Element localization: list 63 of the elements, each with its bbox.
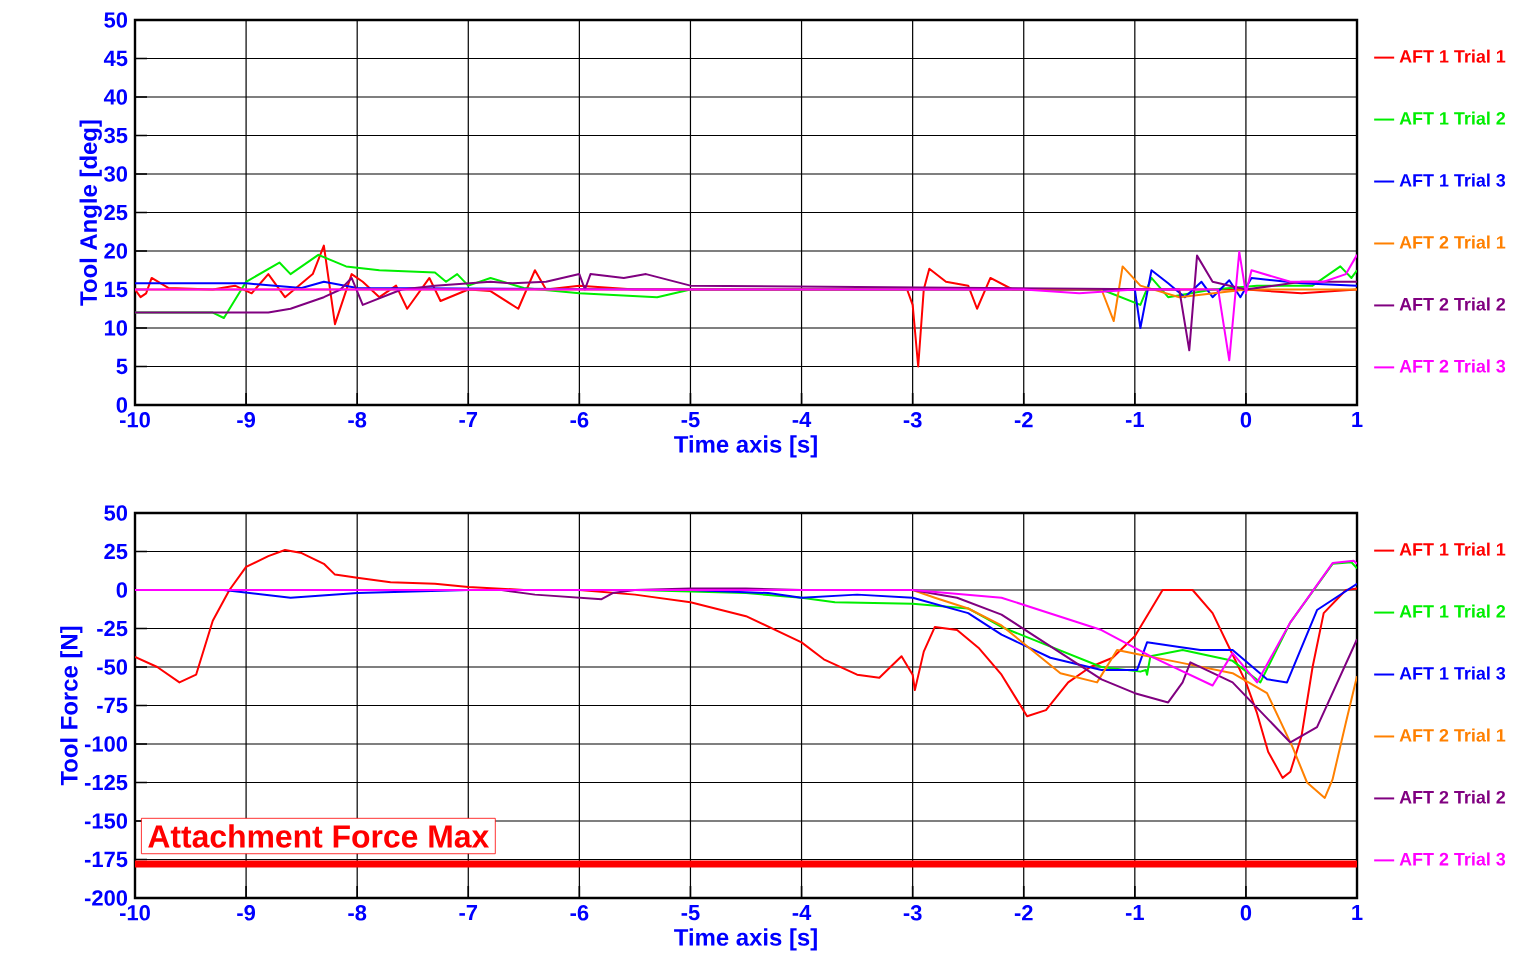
y-tick-label: -175 <box>84 851 128 868</box>
x-tick-label: -9 <box>237 905 256 921</box>
y-tick-label: 15 <box>104 281 128 298</box>
x-tick-label: -8 <box>348 905 367 921</box>
x-tick-label: -1 <box>1125 905 1144 921</box>
legend-label: AFT 2 Trial 3 <box>1399 359 1506 373</box>
x-tick-label: 0 <box>1240 412 1252 428</box>
x-tick-label: -4 <box>792 905 812 921</box>
y-tick-label: -50 <box>97 659 128 675</box>
x-tick-label: -9 <box>237 412 256 428</box>
x-tick-label: -10 <box>120 905 150 921</box>
x-tick-label: -7 <box>459 905 478 921</box>
legend-label: AFT 1 Trial 1 <box>1399 542 1506 556</box>
legend-label: AFT 2 Trial 1 <box>1399 728 1506 742</box>
y-tick-label: 5 <box>116 358 128 375</box>
legend-label: AFT 2 Trial 2 <box>1399 790 1506 804</box>
y-tick-label: -100 <box>84 736 128 752</box>
y-tick-label: 0 <box>116 582 128 598</box>
y-tick-label: -200 <box>84 890 128 906</box>
y-tick-label: 30 <box>104 166 128 182</box>
y-tick-label: -125 <box>84 774 128 791</box>
x-tick-label: 1 <box>1352 905 1363 921</box>
legend-label: AFT 1 Trial 3 <box>1399 173 1506 187</box>
x-tick-label: 0 <box>1240 905 1252 921</box>
y-axis-title: Tool Force [N] <box>60 626 83 786</box>
y-tick-label: 20 <box>104 243 128 259</box>
x-tick-label: -6 <box>570 905 589 921</box>
y-tick-label: 10 <box>104 320 128 336</box>
x-tick-label: -6 <box>570 412 589 428</box>
y-tick-label: 40 <box>103 89 128 105</box>
legend-label: AFT 2 Trial 2 <box>1399 297 1506 311</box>
y-tick-label: 25 <box>104 543 128 560</box>
x-axis-title: Time axis [s] <box>674 928 817 951</box>
x-tick-label: -5 <box>681 412 700 428</box>
y-tick-label: 0 <box>116 397 128 413</box>
ref-line-label: Attachment Force Max <box>148 824 490 848</box>
x-tick-label: -10 <box>120 412 150 428</box>
x-tick-label: -8 <box>348 412 367 428</box>
y-tick-label: -150 <box>84 813 128 829</box>
y-tick-label: 50 <box>104 12 128 28</box>
x-tick-label: -5 <box>681 905 700 921</box>
x-tick-label: -4 <box>792 412 812 428</box>
x-tick-label: -1 <box>1125 412 1144 428</box>
y-tick-label: 50 <box>104 505 128 521</box>
legend-label: AFT 1 Trial 1 <box>1399 49 1506 63</box>
legend-label: AFT 1 Trial 2 <box>1399 111 1506 125</box>
x-tick-label: -2 <box>1014 905 1033 921</box>
y-tick-label: 25 <box>104 204 128 221</box>
y-tick-label: 45 <box>103 50 128 67</box>
x-tick-label: 1 <box>1352 412 1363 428</box>
legend-label: AFT 2 Trial 3 <box>1399 852 1506 866</box>
y-tick-label: 35 <box>104 127 128 144</box>
y-axis-title: Tool Angle [deg] <box>79 120 102 306</box>
x-tick-label: -7 <box>459 412 478 428</box>
x-tick-label: -2 <box>1014 412 1033 428</box>
y-tick-label: -75 <box>97 697 128 714</box>
legend-label: AFT 1 Trial 2 <box>1399 604 1506 618</box>
x-axis-title: Time axis [s] <box>674 435 817 458</box>
x-tick-label: -3 <box>903 412 922 428</box>
legend-label: AFT 1 Trial 3 <box>1399 666 1506 680</box>
y-tick-label: -25 <box>97 620 128 637</box>
x-tick-label: -3 <box>903 905 922 921</box>
legend-label: AFT 2 Trial 1 <box>1399 235 1506 249</box>
